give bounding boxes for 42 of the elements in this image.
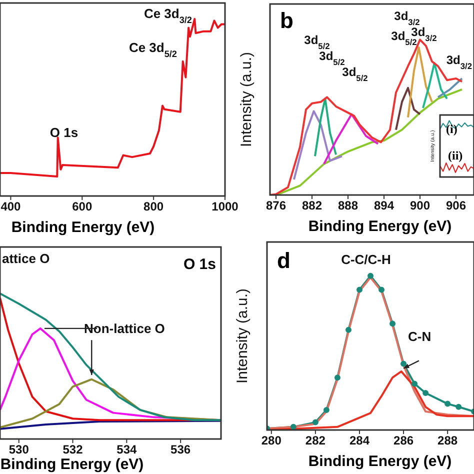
x-tick-label: 800 [144, 200, 164, 214]
x-axis-title: Binding Energy (eV) [308, 218, 452, 235]
annotation: C-N [408, 329, 432, 344]
text: attice O [2, 251, 50, 266]
chart-title: O 1s [183, 256, 216, 273]
x-axis-title: Binding Energy (eV) [0, 456, 144, 473]
x-tick-label: 600 [72, 200, 92, 214]
x-tick-label: 400 [0, 200, 22, 214]
x-tick-label: 534 [116, 442, 138, 457]
x-tick-label: 282 [305, 434, 326, 448]
x-tick-label: 530 [8, 442, 30, 457]
x-tick-label: 536 [170, 442, 191, 457]
annotation: 3d$_{3/2}$ [446, 53, 472, 71]
annotation: Ce 3d$_{5/2}$ [128, 40, 177, 59]
x-tick-label: 888 [338, 198, 358, 213]
x-tick-label: 882 [302, 198, 322, 213]
x-tick-label: 906 [446, 198, 466, 213]
x-axis-title: Binding Energy (eV) [11, 219, 155, 236]
series-label: (i) [446, 122, 458, 136]
text: 3d$_{3/2}$ [394, 9, 420, 27]
x-tick-label: 288 [438, 434, 458, 448]
x-tick-label: 280 [261, 434, 282, 448]
annotation: O 1s [50, 125, 78, 140]
annotation: Non-lattice O [84, 321, 165, 336]
annotation: Ce 3d$_{3/2}$ [144, 6, 192, 25]
y-axis-title: Intensity (a.u.) [234, 288, 251, 384]
chart-title: b [280, 8, 294, 33]
annotation: 3d$_{5/2}$ [342, 65, 368, 83]
series-label: (ii) [448, 148, 463, 163]
x-tick-label: 286 [394, 434, 414, 448]
annotation: 3d$_{5/2}$ [319, 49, 346, 67]
chart-title: d [277, 248, 290, 273]
x-tick-label: 900 [410, 198, 430, 213]
x-axis-title: Binding Energy (eV) [308, 453, 452, 470]
text: C-C/C-H [341, 252, 391, 267]
x-tick-label: 1000 [212, 200, 239, 214]
x-tick-label: 532 [62, 442, 84, 457]
x-tick-label: 894 [374, 198, 394, 213]
x-tick-label: 284 [349, 434, 370, 448]
y-axis-title: Intensity (a.u.) [238, 52, 255, 148]
annotation: 3d$_{5/2}$ [304, 33, 330, 51]
x-tick-label: 876 [266, 198, 286, 213]
